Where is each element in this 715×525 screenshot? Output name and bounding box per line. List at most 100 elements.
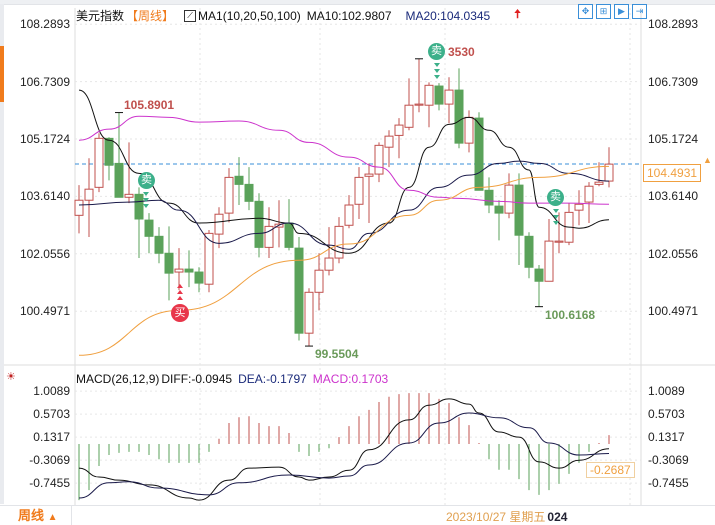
candle-up — [304, 291, 314, 334]
signal-arrow-icon — [553, 215, 559, 219]
sell-signal-1[interactable]: 卖 — [138, 172, 155, 189]
macd-tick-label: 0.1317 — [33, 430, 70, 445]
macd-tick-label: -0.7455 — [648, 476, 689, 491]
candle-down — [474, 117, 484, 191]
high-label-1: 105.8901 — [124, 98, 175, 112]
play-icon[interactable]: ▶ — [614, 4, 629, 19]
candle-up — [554, 240, 564, 243]
symbol-name: 美元指数 — [76, 9, 125, 23]
candle-up — [324, 257, 334, 271]
macd-diff-line — [78, 398, 610, 501]
sell-signal-3[interactable]: 卖 — [547, 189, 564, 206]
price-tick-label: 105.1724 — [648, 132, 699, 146]
signal-arrow-icon — [177, 284, 183, 288]
chart-toolbar: ✥ ⊞ ▶ ⇥ — [578, 4, 647, 19]
candle-up — [334, 225, 344, 259]
buy-signal[interactable]: 买 — [171, 304, 189, 322]
macd-title[interactable]: MACD(26,12,9) — [76, 372, 160, 386]
exit-icon[interactable]: ⇥ — [632, 4, 647, 19]
candle-down — [494, 205, 504, 214]
candle-up — [354, 176, 364, 205]
period-label[interactable]: 【周线】 — [126, 9, 175, 23]
candle-down — [194, 271, 204, 284]
macd-dea-value: DEA:-0.1797 — [238, 372, 307, 386]
candle-up — [584, 185, 594, 203]
crosshair-icon[interactable]: ✥ — [578, 4, 593, 19]
candle-up — [214, 213, 224, 235]
candle-up — [384, 135, 394, 148]
candle-up — [464, 116, 474, 144]
candle-down — [484, 189, 494, 206]
candle-up — [544, 240, 554, 282]
up-arrow-icon: 🠅 — [514, 7, 521, 21]
candle-down — [234, 175, 244, 185]
candle-down — [254, 200, 264, 248]
candle-up — [574, 203, 584, 211]
candle-up — [204, 232, 214, 285]
macd-current-label: -0.2687 — [586, 462, 635, 478]
candle-up — [264, 225, 274, 248]
period-tab-weekly[interactable]: 周线 ▲ — [4, 506, 72, 525]
price-tick-label: 108.2893 — [19, 17, 70, 32]
candle-down — [164, 252, 174, 274]
candle-up — [374, 144, 384, 175]
candle-up — [224, 176, 234, 214]
macd-tick-label: -0.3069 — [29, 453, 70, 468]
price-tick-label: 102.0556 — [648, 246, 699, 261]
candle-up — [364, 173, 374, 177]
main-chart-header: 美元指数 【周线】 ⟋ MA1(10,20,50,100) MA10:102.9… — [76, 5, 521, 26]
candle-down — [134, 193, 144, 220]
price-tick-label: 103.6140 — [19, 189, 70, 204]
price-tick-label: 105.1724 — [19, 132, 70, 146]
price-tick-label: 100.4971 — [648, 304, 699, 319]
candle-down — [104, 137, 114, 166]
cursor-date-text: 2023/10/27 星期五 — [446, 510, 546, 524]
signal-arrow-icon — [434, 63, 440, 67]
signal-arrow-icon — [177, 290, 183, 294]
candle-down — [154, 235, 164, 254]
period-tab-label: 周线 — [18, 508, 45, 523]
candle-up — [504, 184, 514, 214]
candle-down — [454, 89, 464, 144]
candle-up — [594, 181, 604, 185]
candle-up — [424, 84, 434, 106]
current-price-arrow-icon: ▲ — [703, 155, 712, 165]
candle-down — [284, 222, 294, 248]
candle-down — [524, 235, 534, 268]
macd-settings-icon[interactable]: ☀ — [6, 371, 16, 383]
price-tick-label: 106.7309 — [648, 74, 699, 89]
zoom-in-icon[interactable]: ⊞ — [596, 4, 611, 19]
status-bar: 周线 ▲ 2023/10/27 星期五 024 — [0, 505, 715, 525]
candle-up — [444, 89, 454, 105]
macd-macd-value: MACD:0.1703 — [312, 372, 389, 386]
candle-up — [404, 104, 414, 128]
signal-arrow-icon — [143, 198, 149, 202]
sidebar-active-marker — [0, 46, 4, 102]
price-tick-label: 100.4971 — [19, 304, 70, 319]
price-tick-label: 102.0556 — [19, 246, 70, 261]
indicator-name[interactable]: MA1(10,20,50,100) — [198, 8, 301, 23]
candle-up — [344, 204, 354, 226]
price-tick-label: 103.6140 — [648, 189, 699, 204]
indicator-chart-icon[interactable]: ⟋ — [184, 9, 197, 22]
candle-down — [144, 219, 154, 237]
macd-tick-label: 0.1317 — [648, 430, 685, 445]
sell-signal-2[interactable]: 卖 — [428, 43, 445, 60]
candle-down — [434, 85, 444, 105]
price-tick-label: 108.2893 — [648, 17, 699, 32]
candle-up — [314, 269, 324, 293]
candle-down — [114, 162, 124, 198]
ma10-value: MA10:102.9807 — [306, 8, 392, 23]
ma-line-ma50 — [78, 115, 610, 205]
candle-up — [174, 268, 184, 273]
macd-diff-value: DIFF:-0.0945 — [161, 372, 233, 386]
macd-tick-label: 0.5703 — [648, 407, 685, 422]
signal-arrow-icon — [177, 296, 183, 300]
signal-arrow-icon — [553, 221, 559, 225]
candle-down — [244, 183, 254, 202]
candle-down — [184, 268, 194, 273]
cursor-date: 2023/10/27 星期五 024 — [446, 508, 567, 525]
ma20-value: MA20:104.0345 — [405, 8, 491, 23]
